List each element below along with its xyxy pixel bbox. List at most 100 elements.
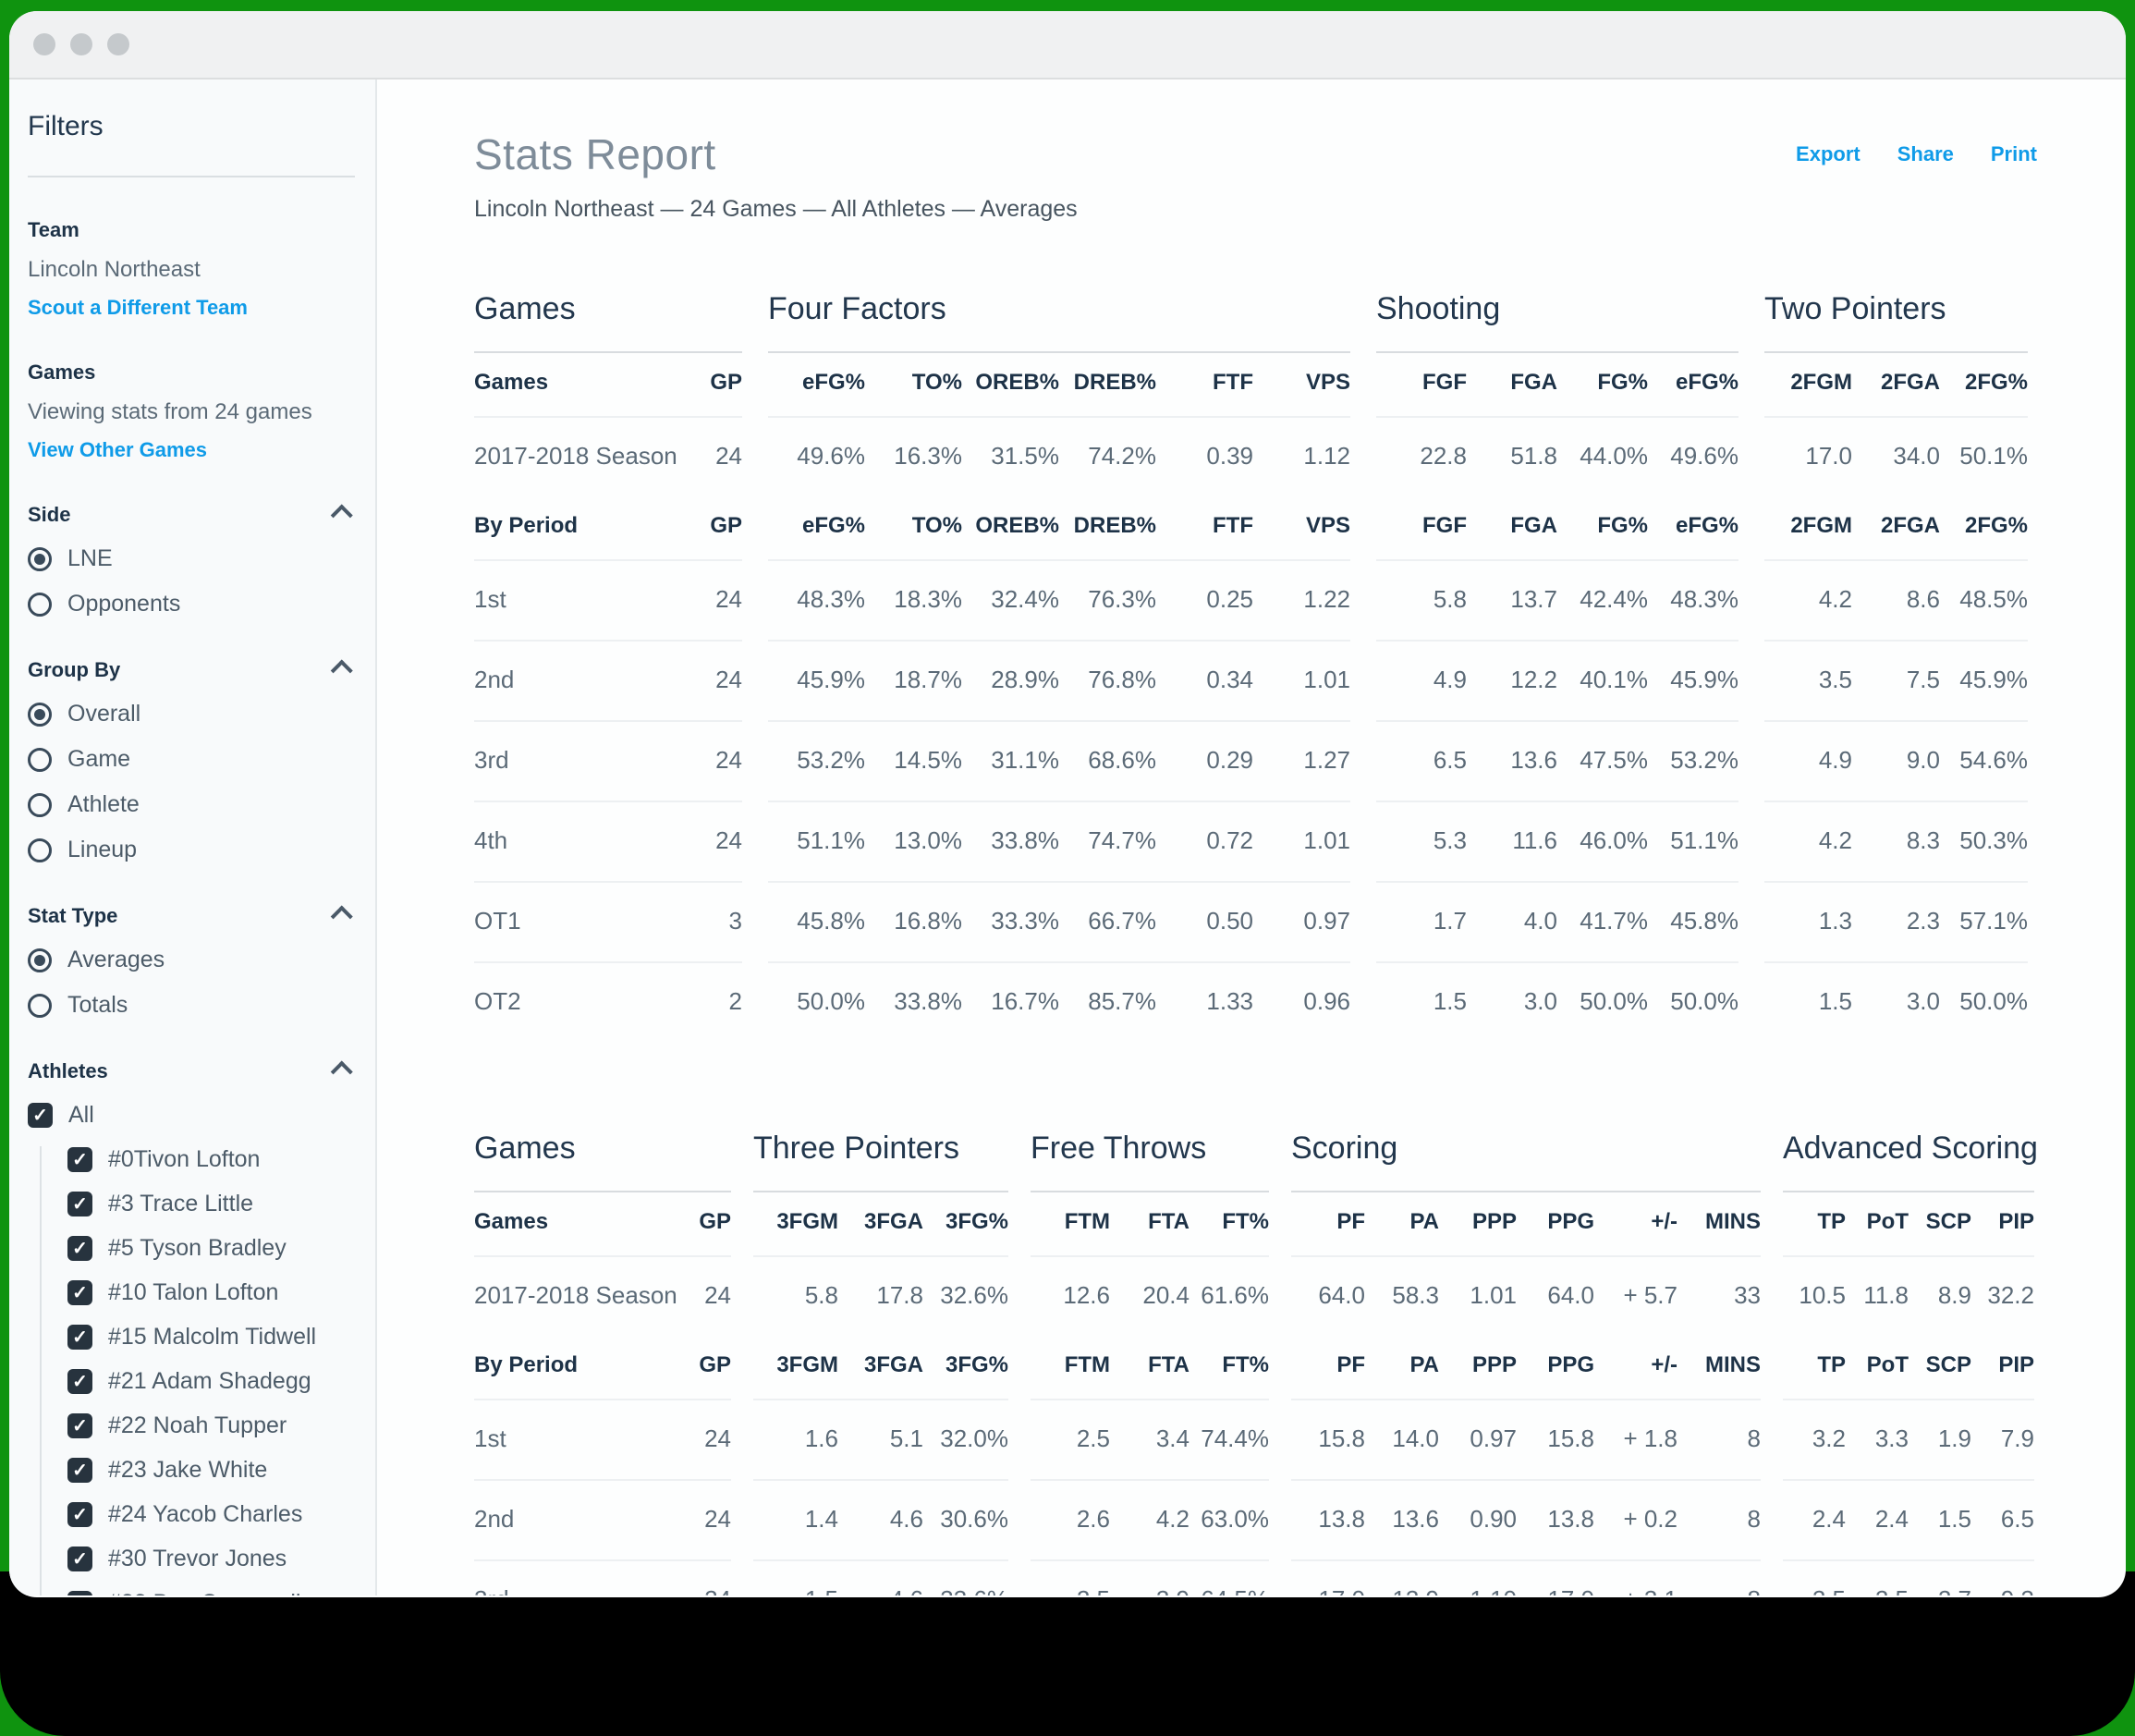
collapse-chevron-icon[interactable] [330,503,353,527]
table-row-group: 2.53.964.5% [1031,1561,1269,1595]
stat-value: 1.33 [1206,987,1253,1015]
checkbox-icon[interactable] [67,1325,92,1350]
group-by-option-lineup[interactable]: Lineup [28,837,355,863]
checkbox-icon[interactable] [28,1103,53,1128]
print-link[interactable]: Print [1990,142,2037,165]
stat-value: 3 [728,907,742,935]
athlete-item[interactable]: #30 Trevor Jones [67,1546,355,1572]
share-link[interactable]: Share [1897,142,1954,165]
stat-value: 64.0 [1547,1281,1594,1309]
radio-icon[interactable] [28,792,52,817]
row-label: 2017-2018 Season [474,1281,677,1309]
radio-icon[interactable] [28,702,52,727]
column-header: GP [699,1209,731,1234]
table-row: 3rd241.54.633.6%2.53.964.5%17.013.91.101… [474,1561,2037,1595]
checkbox-icon[interactable] [67,1147,92,1172]
view-other-games-link[interactable]: View Other Games [28,438,208,461]
radio-icon[interactable] [28,546,52,571]
table-row-group: 1.7 4.0 41.7% 45.8% [1376,883,1738,963]
export-link[interactable]: Export [1796,142,1860,165]
stat-value: 6.5 [1433,746,1467,774]
column-header: 3FGM [776,1352,838,1377]
radio-icon[interactable] [28,747,52,772]
checkbox-icon[interactable] [67,1591,92,1595]
table-row-group: 13.8 13.6 0.90 13.8 + 0.2 8 [1291,1481,1761,1561]
checkbox-icon[interactable] [67,1236,92,1261]
stat-value: 31.1% [991,746,1059,774]
athlete-item[interactable]: #22 Noah Tupper [67,1412,355,1439]
column-header: 2FGM [1790,370,1852,395]
checkbox-icon[interactable] [67,1280,92,1305]
radio-icon[interactable] [28,592,52,617]
athlete-item[interactable]: #10 Talon Lofton [67,1279,355,1306]
collapse-chevron-icon[interactable] [330,904,353,928]
table-row-group: 1.4 4.6 30.6% [753,1481,1008,1561]
column-header: FTM [1064,1352,1110,1377]
stat-value: 1.9 [1937,1424,1971,1452]
stat-value: 63.0% [1201,1505,1269,1533]
table-row-group: FTM FTA FT% [1031,1192,1269,1257]
column-header: FG% [1597,513,1648,538]
table-row-group: 3FGM 3FGA 3FG% [753,1192,1008,1257]
row-label: 1st [474,1424,506,1452]
stat-value: 1.7 [1433,907,1467,935]
radio-icon[interactable] [28,837,52,862]
window-minimize-dot[interactable] [70,33,92,55]
stat-value: 7.5 [1906,666,1940,693]
group-by-option-game[interactable]: Game [28,746,355,773]
table-row-group: 53.2% 14.5% 31.1% 68.6% 0.29 1.27 [768,722,1350,802]
athlete-item[interactable]: #15 Malcolm Tidwell [67,1324,355,1351]
athlete-item[interactable]: #23 Jake White [67,1457,355,1484]
row-label: 2nd [474,1505,515,1533]
stat-value: 46.0% [1580,826,1648,854]
stat-value: 24 [704,1281,731,1309]
stat-value: 3.0 [1523,987,1557,1015]
column-header: +/- [1651,1352,1678,1377]
side-option-lne[interactable]: LNE [28,545,355,572]
window-close-dot[interactable] [33,33,55,55]
stat-value: 64.5% [1190,1585,1269,1595]
checkbox-icon[interactable] [67,1192,92,1216]
athlete-item[interactable]: #0Tivon Lofton [67,1146,355,1173]
stat-value: 0.90 [1470,1505,1517,1533]
checkbox-icon[interactable] [67,1547,92,1571]
checkbox-icon[interactable] [67,1413,92,1438]
table-row-group: 2.6 4.2 63.0% [1031,1481,1269,1561]
checkbox-icon[interactable] [67,1458,92,1483]
stat-value: 10.5 [1799,1281,1846,1309]
scout-team-link[interactable]: Scout a Different Team [28,296,248,319]
athlete-item[interactable]: #32 Ben Crosswell [67,1590,355,1595]
stat-value: 18.7% [894,666,962,693]
athletes-all-checkbox[interactable]: All [28,1102,355,1129]
column-header: VPS [1305,370,1350,395]
table-row-group: 2017-2018 Season 24 [474,418,742,496]
table-group-titles: Games Four Factors Shooting Two Pointers [474,291,2037,353]
window-zoom-dot[interactable] [107,33,129,55]
side-option-opponents[interactable]: Opponents [28,591,355,617]
option-label: Lineup [67,837,138,862]
collapse-chevron-icon[interactable] [330,658,353,682]
stat-value: 76.3% [1088,585,1156,613]
column-header: PA [1409,1352,1439,1377]
collapse-chevron-icon[interactable] [330,1059,353,1083]
radio-icon[interactable] [28,993,52,1018]
athlete-item[interactable]: #5 Tyson Bradley [67,1235,355,1262]
athlete-item[interactable]: #21 Adam Shadegg [67,1368,355,1395]
checkbox-icon[interactable] [67,1369,92,1394]
table-row: 3rd 24 53.2% 14.5% 31.1% 68.6% 0.29 1.27 6.5 13.6… [474,722,2037,802]
radio-icon[interactable] [28,947,52,972]
group-by-option-athlete[interactable]: Athlete [28,791,355,818]
column-header: 3FGA [863,1352,923,1377]
filters-sidebar: Filters Team Lincoln Northeast Scout a D… [9,79,377,1595]
athlete-item[interactable]: #24 Yacob Charles [67,1501,355,1528]
checkbox-icon[interactable] [67,1502,92,1527]
group-by-option-overall[interactable]: Overall [28,701,355,727]
stat-value: 1.4 [804,1505,838,1533]
column-header: 2FGM [1790,513,1852,538]
stat-type-option-totals[interactable]: Totals [28,992,355,1019]
athlete-item[interactable]: #3 Trace Little [67,1191,355,1217]
stat-value: 5.8 [804,1281,838,1309]
table-row-group: FGF FGA FG% eFG% [1376,353,1738,418]
table-row-group: 4th 24 [474,802,742,883]
stat-type-option-averages[interactable]: Averages [28,947,355,973]
